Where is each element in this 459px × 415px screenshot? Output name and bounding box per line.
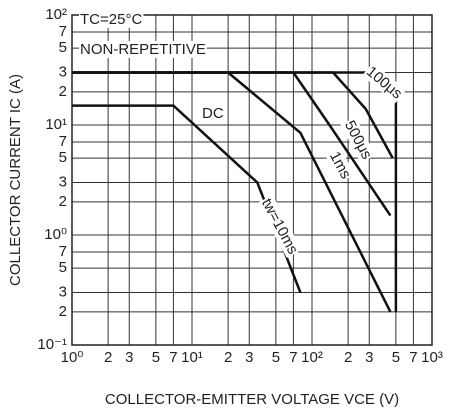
y-tick-label: 7: [59, 243, 67, 260]
x-tick-label: 3: [245, 349, 253, 366]
x-tick-label: 10²: [301, 349, 323, 366]
x-tick-label: 5: [152, 349, 160, 366]
plot-frame: [71, 14, 433, 346]
curve: [72, 71, 392, 313]
x-tick-label: 2: [224, 349, 232, 366]
y-tick-label: 7: [59, 23, 67, 40]
y-tick-label: 2: [59, 83, 67, 100]
y-tick-label: 10⁰: [44, 226, 67, 243]
y-tick-label: 2: [59, 303, 67, 320]
x-tick-label: 3: [365, 349, 373, 366]
x-tick-label: 5: [272, 349, 280, 366]
x-tick-label: 7: [409, 349, 417, 366]
y-tick-label: 5: [59, 39, 67, 56]
curve-label-background: [340, 116, 376, 163]
annotation: TC=25°C: [80, 11, 142, 28]
curve-label-background: [257, 194, 302, 259]
x-tick-label: 2: [344, 349, 352, 366]
curve-label: 500μs: [341, 118, 375, 162]
x-tick-label: 10¹: [181, 349, 203, 366]
y-tick-label: 5: [59, 149, 67, 166]
annotation-background: [79, 10, 144, 28]
y-tick-label: 2: [59, 193, 67, 210]
x-tick-label: 10³: [421, 349, 443, 366]
curve: [72, 71, 398, 312]
y-tick-label: 3: [59, 63, 67, 80]
x-tick-label: 7: [289, 349, 297, 366]
curve-label-background: [362, 62, 407, 104]
y-tick-label: 10²: [45, 6, 67, 23]
y-tick-label: 3: [59, 173, 67, 190]
x-tick-label: 7: [169, 349, 177, 366]
y-tick-label: 3: [59, 283, 67, 300]
curve-label: DC: [202, 105, 224, 122]
annotation-background: [79, 40, 207, 58]
y-tick-label: 10⁻¹: [37, 336, 67, 353]
x-tick-label: 3: [125, 349, 133, 366]
x-tick-label: 10⁰: [61, 349, 84, 366]
curve-label-background: [201, 104, 225, 122]
y-axis-title: COLLECTOR CURRENT IC (A): [7, 74, 24, 286]
x-tick-label: 2: [104, 349, 112, 366]
y-tick-label: 5: [59, 259, 67, 276]
curve: [72, 71, 392, 217]
x-tick-label: 5: [392, 349, 400, 366]
y-tick-label: 10¹: [45, 116, 67, 133]
curve-label: tw=10ms: [258, 196, 301, 257]
x-axis-title: COLLECTOR-EMITTER VOLTAGE VCE (V): [105, 391, 399, 408]
y-tick-label: 7: [59, 133, 67, 150]
curve-label-background: [325, 147, 355, 183]
annotation: NON-REPETITIVE: [80, 41, 206, 58]
